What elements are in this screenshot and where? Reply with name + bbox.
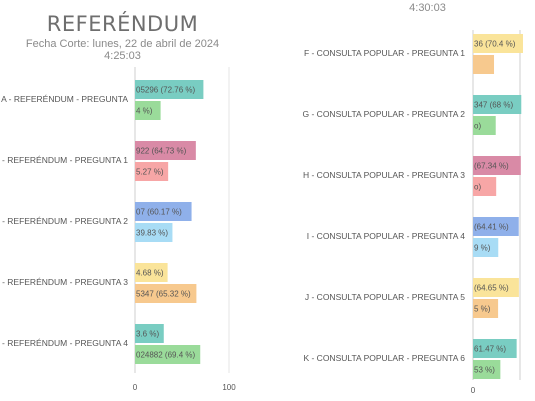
- data-label: o): [474, 183, 481, 192]
- category-label: H - CONSULTA POPULAR - PREGUNTA 3: [303, 170, 465, 180]
- bar: [473, 34, 523, 53]
- bar: [135, 284, 197, 303]
- data-label: 61.47 %): [474, 345, 506, 354]
- data-label: o): [474, 122, 481, 131]
- data-label: 9 %): [474, 244, 491, 253]
- subtitle-date: Fecha Corte: lunes, 22 de abril de 2024: [25, 38, 220, 50]
- category-label: C - REFERÉNDUM - PREGUNTA 2: [0, 216, 128, 226]
- category-label: B - REFERÉNDUM - PREGUNTA 1: [0, 155, 128, 165]
- bar: [135, 263, 168, 282]
- bar: [473, 299, 499, 318]
- data-label: 36 (70.4 %): [474, 40, 516, 49]
- bar: [473, 278, 519, 297]
- category-label: J - CONSULTA POPULAR - PREGUNTA 5: [305, 292, 465, 302]
- data-label: 4 %): [136, 107, 153, 116]
- category-label: A - REFERÉNDUM - PREGUNTA: [1, 94, 128, 104]
- data-label: 024882 (69.4 %): [136, 351, 195, 360]
- data-label: 53 %): [474, 366, 495, 375]
- data-label: 5.27 %): [136, 168, 164, 177]
- category-label: D - REFERÉNDUM - PREGUNTA 3: [0, 277, 128, 287]
- data-label: (67.34 %): [474, 162, 509, 171]
- bar: [135, 101, 161, 120]
- bar: [473, 339, 517, 358]
- bar: [135, 324, 164, 343]
- bar: [135, 345, 201, 364]
- data-label: 4.68 %): [136, 269, 164, 278]
- chart-subtitle: Fecha Corte: lunes, 22 de abril de 2024 …: [0, 38, 245, 62]
- category-label: I - CONSULTA POPULAR - PREGUNTA 4: [307, 231, 465, 241]
- bar: [473, 238, 499, 257]
- bar: [473, 217, 519, 236]
- data-label: (64.41 %): [474, 223, 509, 232]
- bar: [473, 55, 495, 74]
- category-label: G - CONSULTA POPULAR - PREGUNTA 2: [303, 109, 466, 119]
- bar: [473, 116, 496, 135]
- x-tick-label: 0: [471, 386, 476, 395]
- bar: [135, 141, 196, 160]
- data-label: 5 %): [474, 305, 491, 314]
- bar: [135, 202, 192, 221]
- bar: [135, 162, 169, 181]
- bar: [473, 360, 501, 379]
- x-tick-label: 100: [222, 383, 236, 392]
- category-label: K - CONSULTA POPULAR - PREGUNTA 6: [303, 353, 465, 363]
- category-label: F - CONSULTA POPULAR - PREGUNTA 1: [304, 48, 465, 58]
- x-tick-label: 0: [133, 383, 138, 392]
- data-label: 922 (64.73 %): [136, 147, 187, 156]
- bar: [135, 80, 204, 99]
- data-label: 07 (60.17 %): [136, 208, 182, 217]
- bar: [135, 223, 173, 242]
- data-label: 5347 (65.32 %): [136, 290, 191, 299]
- bar: [473, 177, 497, 196]
- data-label: 3.6 %): [136, 330, 159, 339]
- data-label: (64.65 %): [474, 284, 509, 293]
- right-chart-time: 4:30:03: [409, 2, 446, 14]
- subtitle-time: 4:25:03: [104, 50, 141, 62]
- bar: [473, 95, 522, 114]
- category-label: E - REFERÉNDUM - PREGUNTA 4: [0, 338, 128, 348]
- chart-title: REFERÉNDUM: [46, 12, 199, 36]
- bar: [473, 156, 521, 175]
- data-label: 347 (68 %): [474, 101, 513, 110]
- data-label: 05296 (72.76 %): [136, 86, 195, 95]
- data-label: 39.83 %): [136, 229, 168, 238]
